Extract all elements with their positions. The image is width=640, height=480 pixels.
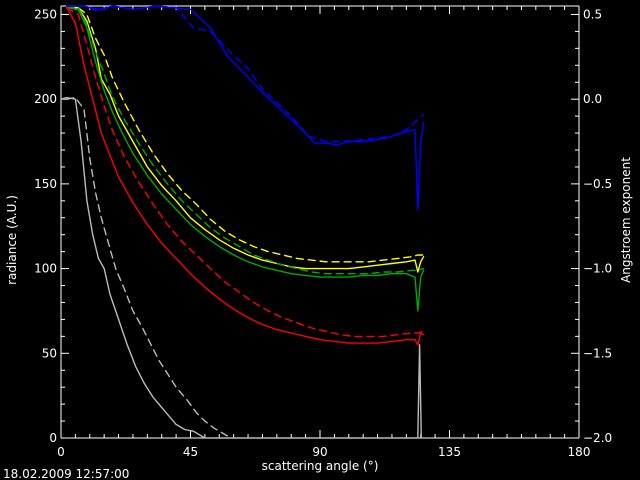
series-line-2 bbox=[66, 5, 425, 143]
series-line-6 bbox=[66, 6, 425, 275]
y-left-tick-label: 150 bbox=[34, 177, 57, 191]
axes: 0 45 90 135 180 0 50 100 150 200 250 −2.0 −1.5 −1.0 −0… bbox=[34, 5, 612, 459]
series-line-7 bbox=[66, 6, 425, 346]
y-left-tick-label: 0 bbox=[49, 431, 57, 445]
y-right-tick-label: −1.5 bbox=[583, 346, 612, 360]
x-tick-label: 135 bbox=[438, 445, 461, 459]
y-left-tick-label: 50 bbox=[42, 346, 57, 360]
x-tick-label: 45 bbox=[183, 445, 198, 459]
left-y-axis-label: radiance (A.U.) bbox=[5, 195, 19, 285]
series-line-10 bbox=[66, 96, 232, 439]
right-y-axis-label: Angstroem exponent bbox=[619, 157, 633, 283]
y-left-tick-label: 100 bbox=[34, 262, 57, 276]
series-layer bbox=[60, 5, 425, 439]
y-left-tick-label: 250 bbox=[34, 7, 57, 21]
y-right-tick-label: −2.0 bbox=[583, 431, 612, 445]
x-axis-label: scattering angle (°) bbox=[262, 459, 379, 473]
y-right-tick-label: −0.5 bbox=[583, 177, 612, 191]
y-right-tick-label: 0.0 bbox=[583, 92, 602, 106]
y-right-tick-label: 0.5 bbox=[583, 7, 602, 21]
series-line-4 bbox=[66, 6, 425, 263]
series-line-5 bbox=[66, 6, 425, 312]
series-line-8 bbox=[66, 6, 425, 338]
timestamp: 18.02.2009 12:57:00 bbox=[3, 467, 129, 480]
y-right-tick-label: −1.0 bbox=[583, 262, 612, 276]
x-tick-label: 180 bbox=[568, 445, 591, 459]
x-tick-label: 90 bbox=[312, 445, 327, 459]
series-line-3 bbox=[66, 6, 425, 273]
x-tick-label: 0 bbox=[57, 445, 65, 459]
y-left-tick-label: 200 bbox=[34, 92, 57, 106]
series-line-9 bbox=[60, 96, 422, 439]
